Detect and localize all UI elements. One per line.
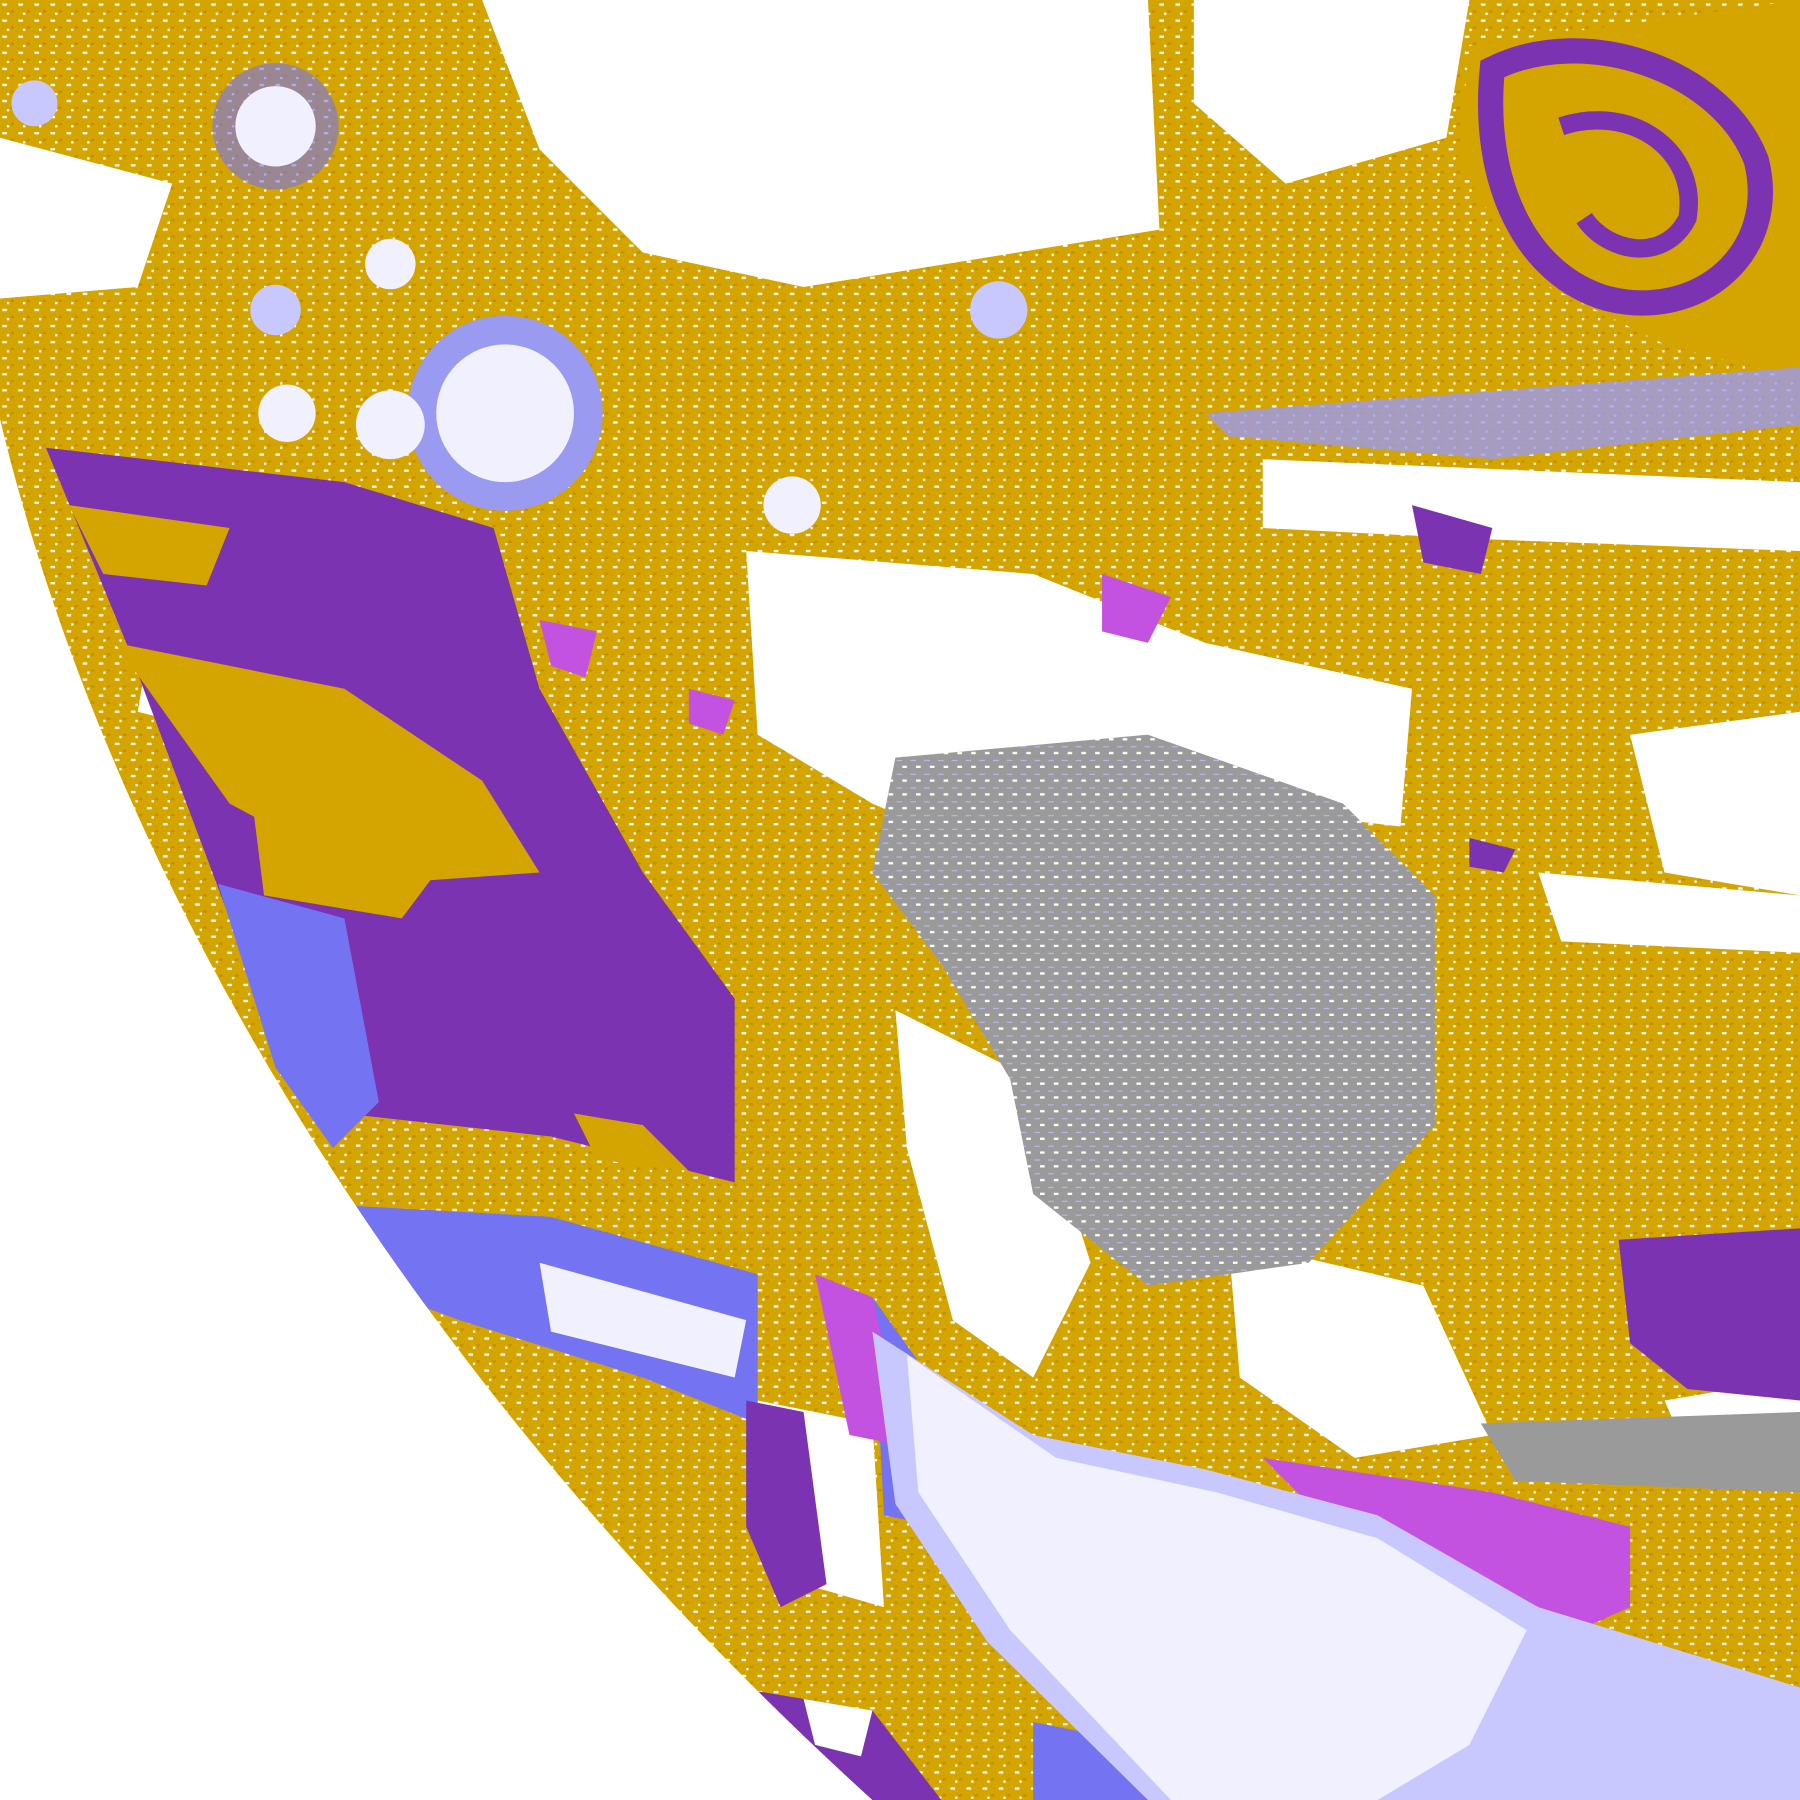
clear-patch-south xyxy=(803,1698,873,1757)
purple-strip-south xyxy=(746,1400,827,1608)
cloud-band-east xyxy=(1205,367,1800,460)
lavender-cloud-core xyxy=(906,1354,1527,1800)
purple-patch-small xyxy=(1469,838,1516,873)
southeast-purple-region xyxy=(1618,1228,1800,1401)
northeast-purple-swirl xyxy=(1457,0,1800,379)
gray-mountain-region xyxy=(872,734,1435,1286)
cloud-streak-west xyxy=(539,1262,747,1378)
gold-streaks xyxy=(68,505,689,1171)
convective-cells xyxy=(11,63,1028,534)
gray-band-southeast xyxy=(1480,1411,1800,1493)
purple-patch xyxy=(1411,505,1493,574)
